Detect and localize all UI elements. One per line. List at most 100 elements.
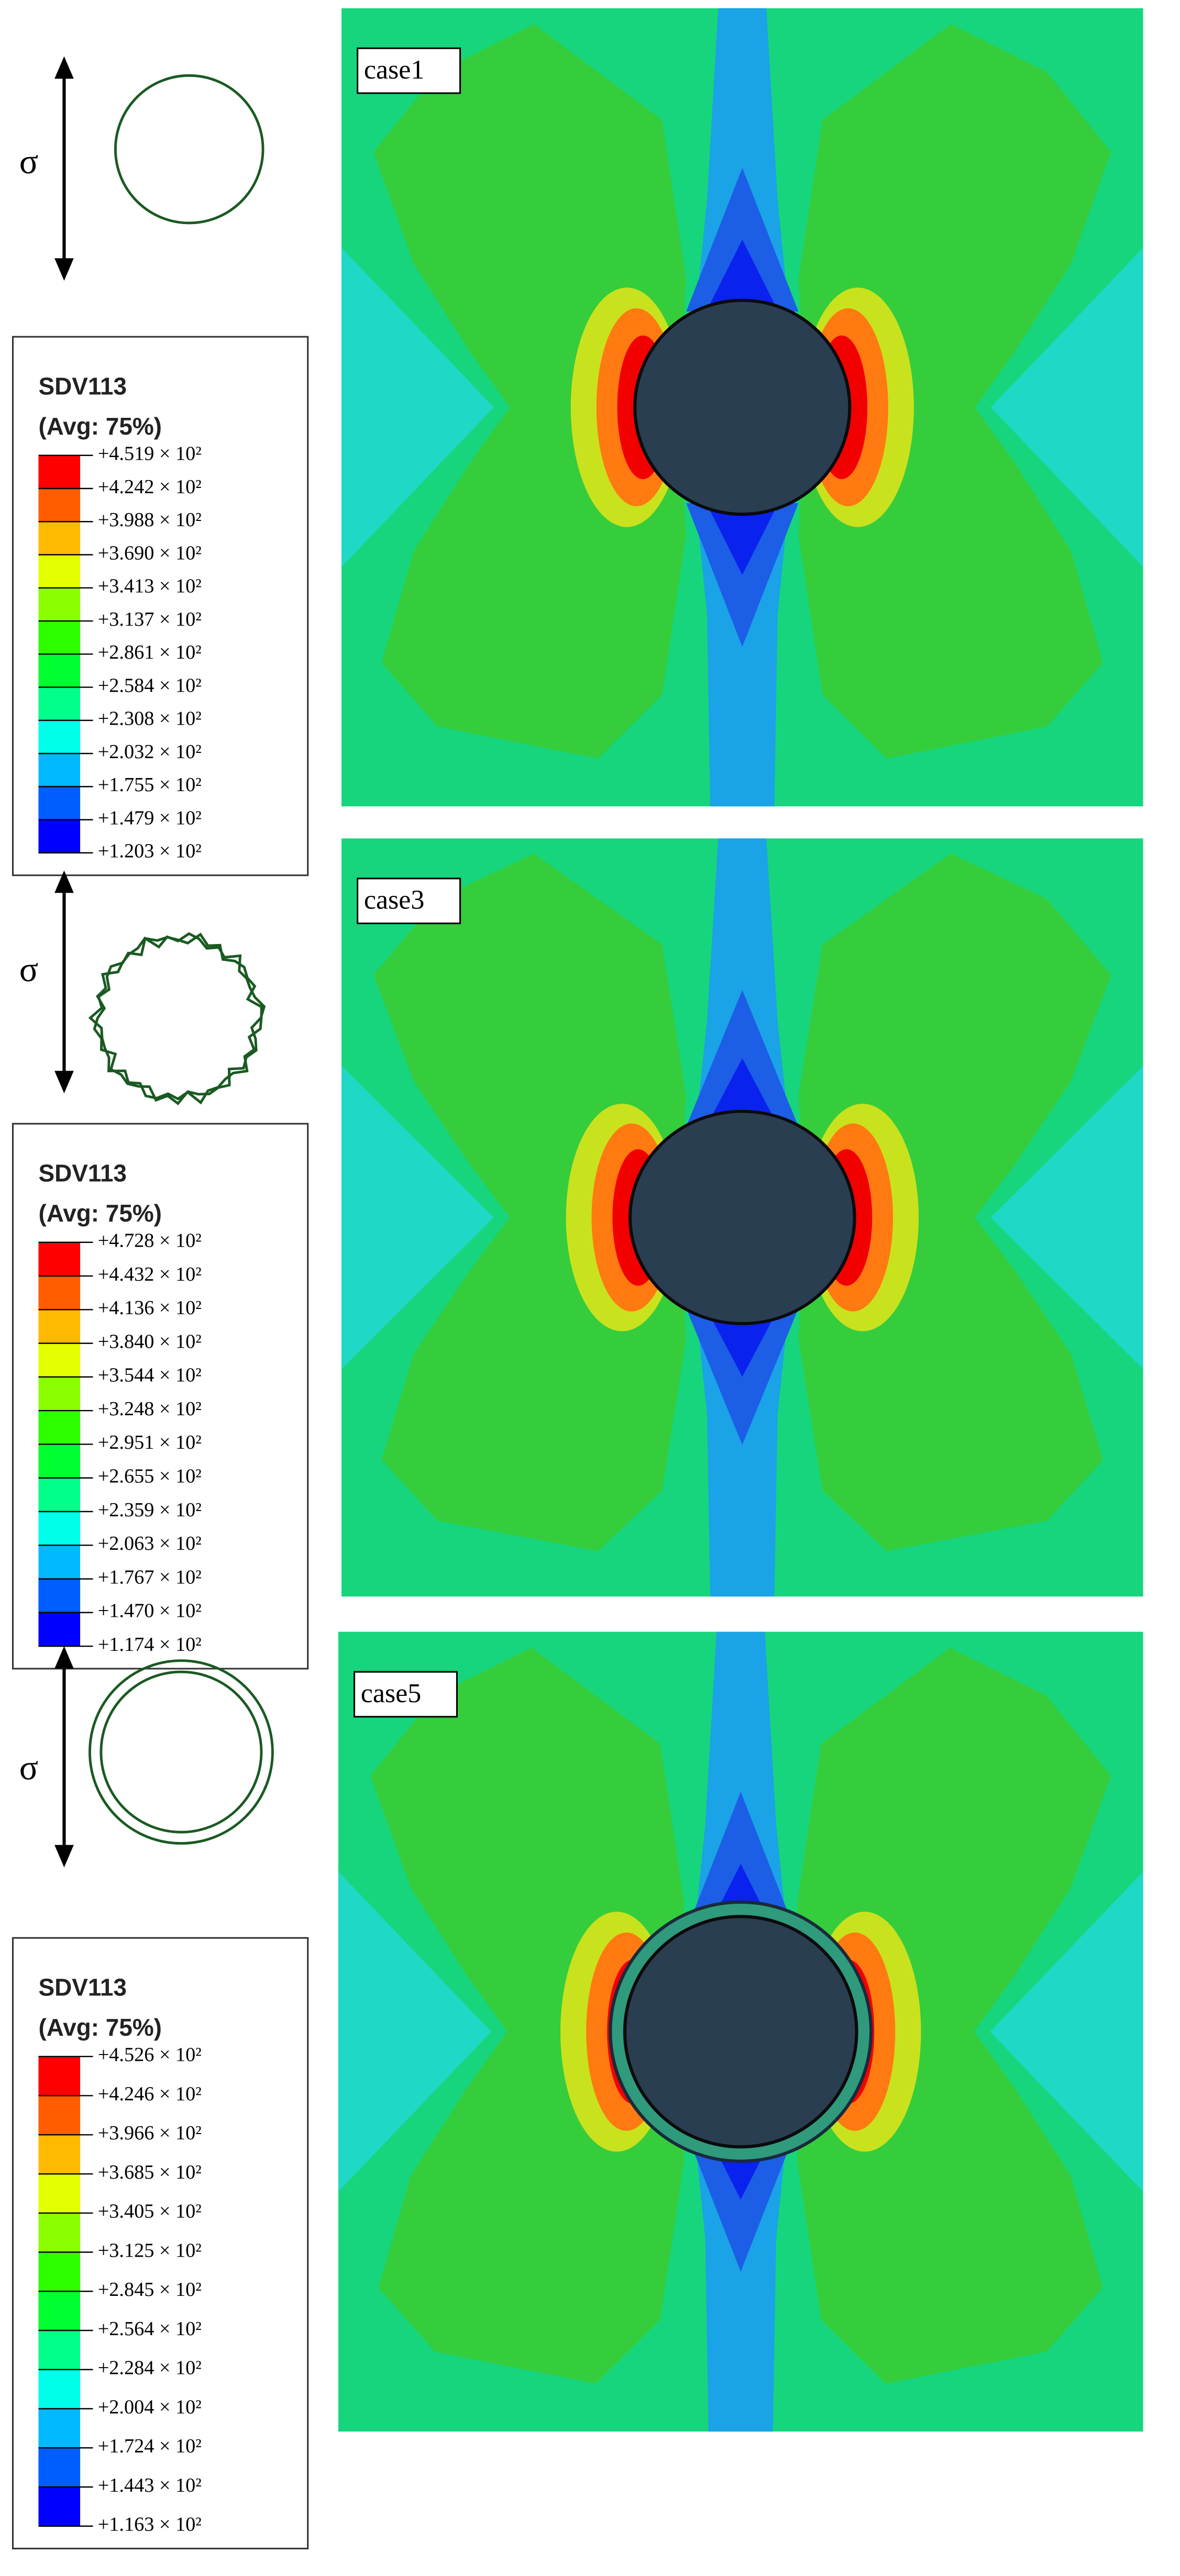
legend-band: [38, 654, 81, 687]
legend-label: +3.988 × 10²: [98, 509, 202, 531]
dark-blue: [686, 990, 799, 1127]
hole: [633, 298, 852, 516]
legend-band: [38, 2448, 81, 2487]
shape-outline: [100, 1670, 263, 1834]
hole: [623, 1915, 858, 2149]
legend-label: +1.767 × 10²: [98, 1566, 202, 1588]
legend-band: [38, 2330, 81, 2370]
legend-label: +4.728 × 10²: [98, 1230, 202, 1252]
shape-outline: [114, 74, 264, 225]
legend-label: +3.840 × 10²: [98, 1330, 202, 1352]
contour-plot: [341, 838, 1143, 1597]
legend-band: [38, 687, 81, 720]
legend-title: SDV113: [38, 1159, 126, 1186]
legend-label: +3.685 × 10²: [98, 2161, 202, 2183]
legend-band: [38, 2291, 81, 2331]
legend-label: +1.724 × 10²: [98, 2435, 202, 2457]
case-label-box: [357, 47, 461, 94]
legend-label: +1.163 × 10²: [98, 2514, 202, 2536]
legend-band: [38, 2369, 81, 2409]
legend-band: [38, 1478, 81, 1512]
legend-subtitle: (Avg: 75%): [38, 1200, 162, 1227]
legend-label: +3.966 × 10²: [98, 2122, 202, 2144]
case-label-box: [353, 1671, 458, 1718]
legend-label: +2.564 × 10²: [98, 2318, 202, 2340]
green-lobe: [373, 853, 687, 1551]
legend-title: SDV113: [38, 1973, 126, 2001]
legend-label: +2.063 × 10²: [98, 1533, 202, 1555]
legend-label: +4.519 × 10²: [98, 443, 202, 465]
sigma: σ: [19, 950, 38, 989]
legend-label: +2.284 × 10²: [98, 2357, 202, 2379]
legend-band: [38, 2174, 81, 2213]
deep-blue: [710, 1058, 775, 1119]
legend-band: [38, 1242, 81, 1276]
green-lobe: [373, 24, 687, 759]
legend-band: [38, 1343, 81, 1377]
legend-label: +1.755 × 10²: [98, 774, 202, 796]
legend-band: [38, 1376, 81, 1411]
legend-band: [38, 1276, 81, 1310]
legend-band: [38, 1579, 81, 1613]
legend-band: [38, 1309, 81, 1343]
cyan-region: [990, 248, 1143, 567]
legend-band: [38, 786, 81, 820]
legend-band: [38, 2135, 81, 2174]
arrow-head: [54, 870, 74, 893]
legend-label: +3.690 × 10²: [98, 542, 202, 564]
legend-label: +1.479 × 10²: [98, 807, 202, 829]
legend-label: +4.136 × 10²: [98, 1297, 202, 1319]
case-label: case3: [364, 885, 425, 915]
arrow-head: [54, 1646, 74, 1669]
green-lobe: [797, 1648, 1111, 2384]
green-lobe: [798, 24, 1111, 759]
legend-subtitle: (Avg: 75%): [38, 2014, 162, 2041]
deep-blue: [710, 239, 775, 304]
legend-band: [38, 488, 81, 522]
legend-label: +3.413 × 10²: [98, 575, 202, 597]
legend-label: +1.443 × 10²: [98, 2474, 202, 2496]
case-label-box: [357, 878, 461, 925]
legend-band: [38, 621, 81, 654]
case-label: case1: [364, 55, 425, 85]
legend-band: [38, 2056, 81, 2096]
legend-band: [38, 455, 81, 489]
shape-outline: [88, 1659, 274, 1845]
legend-band: [38, 2252, 81, 2292]
legend-label: +2.845 × 10²: [98, 2279, 202, 2301]
legend-label: +1.203 × 10²: [98, 840, 202, 862]
legend-label: +3.405 × 10²: [98, 2201, 202, 2223]
legend-band: [38, 2213, 81, 2252]
legend-label: +2.308 × 10²: [98, 708, 202, 730]
legend-label: +2.951 × 10²: [98, 1431, 202, 1453]
dark-blue: [686, 1308, 799, 1445]
legend-label: +2.032 × 10²: [98, 741, 202, 763]
case-label: case5: [361, 1679, 422, 1708]
cyan-region: [990, 1871, 1143, 2192]
legend-label: +2.584 × 10²: [98, 674, 202, 696]
legend-label: +1.174 × 10²: [98, 1634, 202, 1656]
sigma: σ: [19, 142, 38, 181]
green-lobe: [798, 853, 1111, 1551]
arrow-head: [54, 258, 74, 281]
legend-band: [38, 2095, 81, 2135]
cyan-region: [341, 1065, 494, 1369]
legend-label: +3.137 × 10²: [98, 608, 202, 630]
arrow-head: [54, 56, 74, 79]
legend-band: [38, 819, 81, 853]
legend-label: +1.470 × 10²: [98, 1600, 202, 1622]
legend-label: +4.246 × 10²: [98, 2083, 202, 2105]
legend-label: +2.655 × 10²: [98, 1465, 202, 1487]
legend-band: [38, 1512, 81, 1546]
legend-label: +2.861 × 10²: [98, 641, 202, 663]
legend-label: +3.248 × 10²: [98, 1398, 202, 1420]
legend-label: +2.359 × 10²: [98, 1499, 202, 1521]
legend-label: +3.544 × 10²: [98, 1364, 202, 1386]
green-lobe: [370, 1648, 685, 2384]
arrow-head: [54, 1071, 74, 1094]
legend-band: [38, 1411, 81, 1445]
cyan-region: [990, 1065, 1143, 1369]
cyan-region: [338, 1871, 491, 2192]
